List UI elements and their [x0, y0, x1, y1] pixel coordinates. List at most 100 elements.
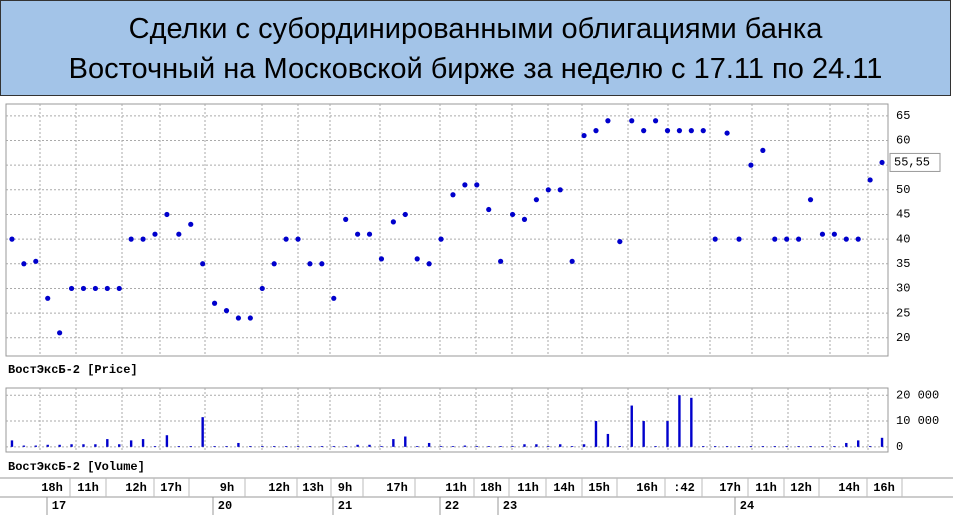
price-point — [772, 236, 778, 242]
volume-bar — [356, 444, 359, 447]
y-tick-label: 10 000 — [896, 414, 939, 428]
price-point — [819, 231, 826, 237]
volume-bar — [606, 433, 610, 447]
volume-bar — [320, 446, 324, 447]
price-point — [617, 238, 623, 245]
price-point — [331, 295, 337, 301]
last-value-box — [889, 152, 941, 172]
time-axis — [0, 478, 952, 514]
price-point — [211, 300, 218, 306]
volume-bar — [261, 446, 264, 447]
volume-bar — [880, 437, 884, 447]
volume-bar — [10, 440, 14, 447]
volume-bar — [296, 446, 300, 447]
volume-bar — [308, 446, 312, 447]
volume-bar — [499, 446, 502, 447]
y-tick-label: 0 — [896, 440, 903, 454]
date-label: 20 — [218, 499, 232, 513]
y-tick-label: 40 — [896, 232, 910, 246]
volume-bar — [773, 446, 776, 447]
last-value-label: 55,55 — [894, 156, 930, 170]
volume-bar — [237, 442, 240, 447]
price-point — [438, 236, 444, 242]
volume-bar — [547, 446, 550, 447]
price-point — [807, 197, 814, 203]
volume-bar — [857, 440, 860, 447]
price-point — [450, 192, 456, 198]
price-point — [700, 128, 706, 134]
time-label: 17h — [160, 481, 182, 495]
time-label: 11h — [77, 481, 99, 495]
panel-label: ВостЭксБ-2 [Volume] — [8, 460, 145, 474]
price-point — [641, 128, 647, 134]
y-tick-label: 25 — [896, 306, 910, 320]
price-point — [498, 258, 504, 264]
price-point — [402, 211, 408, 218]
price-point — [307, 261, 313, 267]
volume-bar — [845, 442, 848, 447]
plot-frame — [5, 103, 889, 357]
volume-bar — [690, 397, 693, 447]
title-line: Сделки с субординированными облигациями … — [128, 13, 823, 45]
price-point — [533, 197, 539, 203]
price-point — [760, 147, 766, 153]
price-point — [474, 182, 480, 188]
volume-bar — [46, 444, 49, 447]
price-point — [688, 128, 694, 134]
time-label: 12h — [790, 481, 812, 495]
y-tick-label: 50 — [896, 183, 910, 197]
time-label: 13h — [302, 481, 324, 495]
time-label: 14h — [553, 481, 575, 495]
volume-bar — [725, 446, 729, 447]
volume-bar — [713, 446, 717, 447]
price-point — [748, 162, 754, 168]
time-label: 12h — [125, 481, 147, 495]
time-label: 12h — [268, 481, 290, 495]
y-tick-label: 35 — [896, 257, 910, 271]
price-point — [462, 182, 468, 188]
price-point — [605, 118, 611, 124]
price-point — [259, 285, 265, 292]
price-point — [521, 216, 528, 222]
date-label: 23 — [503, 499, 517, 513]
volume-bar — [809, 446, 812, 447]
price-point — [68, 285, 75, 292]
price-point — [712, 236, 718, 242]
price-point — [879, 159, 885, 166]
volume-bar — [821, 446, 824, 447]
volume-bar — [678, 395, 681, 447]
price-point — [104, 285, 110, 292]
price-point — [426, 261, 432, 267]
price-point — [355, 231, 361, 237]
time-label: 9h — [220, 481, 234, 495]
price-point — [736, 236, 742, 242]
date-label: 17 — [52, 499, 66, 513]
time-label: 17h — [386, 481, 408, 495]
volume-bar — [761, 446, 765, 447]
price-point — [486, 206, 492, 213]
price-point — [319, 261, 325, 267]
volume-bar — [511, 446, 514, 447]
volume-bar — [380, 446, 383, 447]
volume-bar — [165, 435, 169, 447]
price-point — [366, 231, 373, 237]
volume-bar — [392, 439, 395, 447]
volume-bar — [368, 444, 371, 447]
volume-bar — [535, 444, 538, 447]
y-tick-label: 20 — [896, 331, 910, 345]
volume-bar — [225, 446, 228, 447]
volume-bar — [630, 405, 633, 447]
time-label: 11h — [755, 481, 777, 495]
price-point — [164, 211, 170, 218]
volume-bar — [284, 446, 288, 447]
price-point — [9, 236, 15, 242]
price-point — [33, 258, 39, 264]
volume-bar — [559, 444, 562, 447]
price-point — [581, 132, 587, 139]
time-label: :42 — [673, 481, 695, 495]
time-label: 18h — [480, 481, 502, 495]
price-point — [223, 308, 230, 314]
volume-bar — [34, 445, 37, 447]
price-point — [176, 231, 182, 237]
